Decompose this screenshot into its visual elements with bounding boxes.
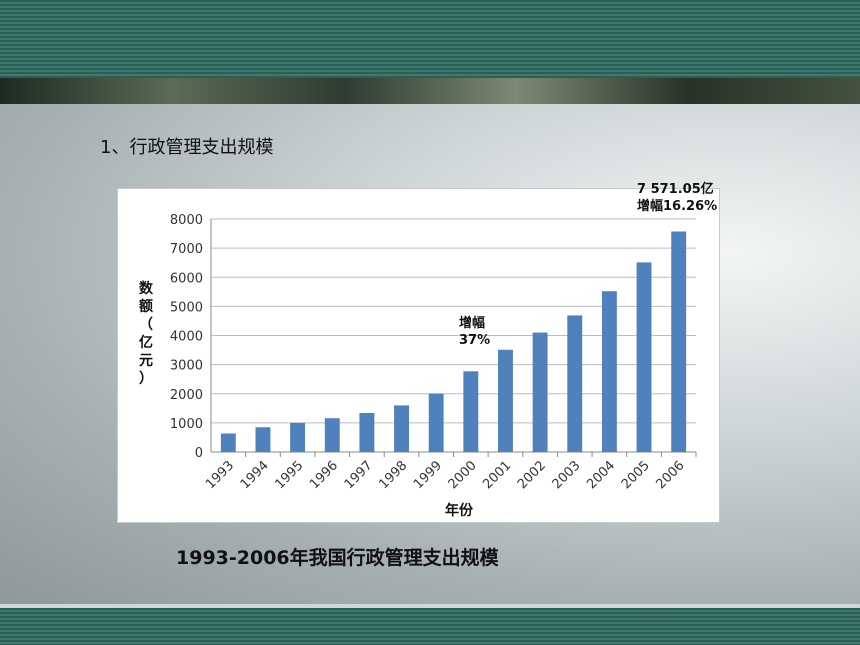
x-tick-label: 2006 <box>653 458 687 492</box>
x-tick-label: 1994 <box>238 458 272 492</box>
decorative-strip <box>0 78 860 104</box>
annotation-2000-label: 增幅 <box>459 316 486 331</box>
x-tick-label: 2003 <box>550 458 584 492</box>
y-tick-label: 7000 <box>170 242 203 257</box>
x-tick-label: 1995 <box>272 458 306 492</box>
bar-1997 <box>359 412 375 452</box>
bar-2004 <box>601 291 617 452</box>
y-tick-label: 3000 <box>170 359 203 374</box>
x-tick-label: 1993 <box>203 458 237 492</box>
bar-2001 <box>498 349 513 452</box>
y-tick-label: 4000 <box>170 330 203 345</box>
bar-1996 <box>324 418 340 452</box>
x-tick-label: 2004 <box>584 458 618 492</box>
bar-2006 <box>671 231 687 452</box>
x-tick-label: 1997 <box>342 458 376 492</box>
x-tick-label: 1996 <box>307 458 341 492</box>
bar-1994 <box>255 427 271 452</box>
chart-caption: 1993-2006年我国行政管理支出规模 <box>176 547 499 569</box>
y-tick-label: 2000 <box>170 388 203 403</box>
slide-heading: 1、行政管理支出规模 <box>100 137 274 158</box>
annotation-2006-value: 7 571.05亿 <box>637 182 714 197</box>
top-decorative-band <box>0 0 860 78</box>
bottom-decorative-band <box>0 604 860 645</box>
annotation-2006-growth: 增幅16.26% <box>637 199 718 214</box>
bar-2000 <box>463 371 479 452</box>
x-tick-label: 2000 <box>446 458 480 492</box>
annotation-2006: 7 571.05亿 增幅16.26% <box>637 181 717 215</box>
y-axis-label: 数额（亿元） <box>139 280 154 387</box>
x-tick-label: 1998 <box>376 458 410 492</box>
x-tick-label: 2002 <box>515 458 549 492</box>
bar-1998 <box>394 405 409 452</box>
annotation-2000-growth: 37% <box>459 333 491 348</box>
bar-1995 <box>290 422 306 452</box>
bar-1993 <box>220 433 236 452</box>
annotation-2000: 增幅 37% <box>459 315 490 349</box>
y-tick-label: 8000 <box>170 213 203 228</box>
x-tick-label: 2005 <box>619 458 653 492</box>
chart-container: 0 1000 2000 3000 4000 5000 6000 7000 8000 1993 19… <box>117 188 720 523</box>
y-tick-label: 0 <box>195 446 203 461</box>
y-tick-label: 6000 <box>170 271 203 286</box>
x-axis-label: 年份 <box>445 502 474 519</box>
bar-1999 <box>428 393 444 452</box>
x-tick-label: 1999 <box>411 458 445 492</box>
bar-2002 <box>532 332 548 452</box>
y-tick-label: 1000 <box>170 417 203 432</box>
y-tick-label: 5000 <box>170 300 203 315</box>
x-tick-label: 2001 <box>480 458 514 492</box>
bar-2005 <box>636 262 652 452</box>
bar-2003 <box>567 315 583 452</box>
